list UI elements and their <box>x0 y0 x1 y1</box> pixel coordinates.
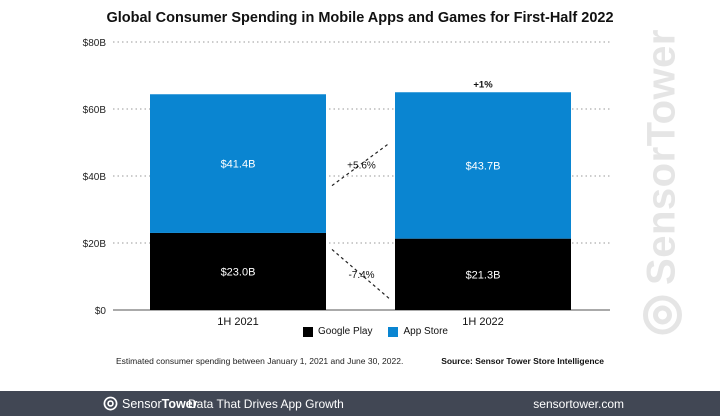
data-label: $43.7B <box>466 160 501 172</box>
google-play-change-connector <box>331 249 390 299</box>
sensor-tower-watermark: SensorTower <box>640 29 685 335</box>
x-tick-label: 1H 2022 <box>462 316 504 328</box>
source-note: Source: Sensor Tower Store Intelligence <box>441 356 604 366</box>
footer-brand-text: SensorTower <box>122 397 198 411</box>
legend-swatch-app-store <box>388 326 399 337</box>
y-tick-label: $0 <box>95 306 107 317</box>
total-change-annotation: +1% <box>473 79 493 90</box>
bar-segment-google-play <box>395 238 571 310</box>
legend-swatch-google-play <box>303 326 313 337</box>
x-tick-label: 1H 2021 <box>217 316 259 328</box>
app-store-change-label: +5.6% <box>347 161 376 172</box>
google-play-change-label: -7.4% <box>348 270 374 281</box>
bar-segment-app-store <box>150 94 326 233</box>
y-tick-label: $40B <box>83 172 107 183</box>
legend-label-google-play: Google Play <box>318 326 373 337</box>
y-tick-label: $20B <box>83 239 107 250</box>
bar-segment-google-play <box>150 232 326 310</box>
chart-legend: Google Play App Store <box>303 326 448 337</box>
legend-label-app-store: App Store <box>403 326 448 337</box>
footer-brand-bold: Tower <box>161 396 198 411</box>
legend-item-google-play: Google Play <box>303 326 372 337</box>
sensor-tower-logo-icon <box>642 295 682 335</box>
chart-title: Global Consumer Spending in Mobile Apps … <box>106 10 614 26</box>
footer-tagline: Data That Drives App Growth <box>188 397 344 411</box>
data-label: $41.4B <box>221 159 256 171</box>
footer-brand[interactable]: SensorTower <box>103 396 198 411</box>
y-tick-label: $80B <box>83 38 107 49</box>
data-label: $21.3B <box>466 269 501 281</box>
footer-bar: SensorTower Data That Drives App Growth … <box>0 391 720 416</box>
legend-item-app-store: App Store <box>388 326 448 337</box>
data-label: $23.0B <box>221 266 256 278</box>
footer-brand-light: Sensor <box>122 396 162 411</box>
y-tick-label: $60B <box>83 105 107 116</box>
bar-segment-app-store <box>395 92 571 239</box>
footer-url-link[interactable]: sensortower.com <box>533 397 624 411</box>
sensor-tower-logo-icon <box>103 396 118 411</box>
footnote: Estimated consumer spending between Janu… <box>116 356 404 366</box>
